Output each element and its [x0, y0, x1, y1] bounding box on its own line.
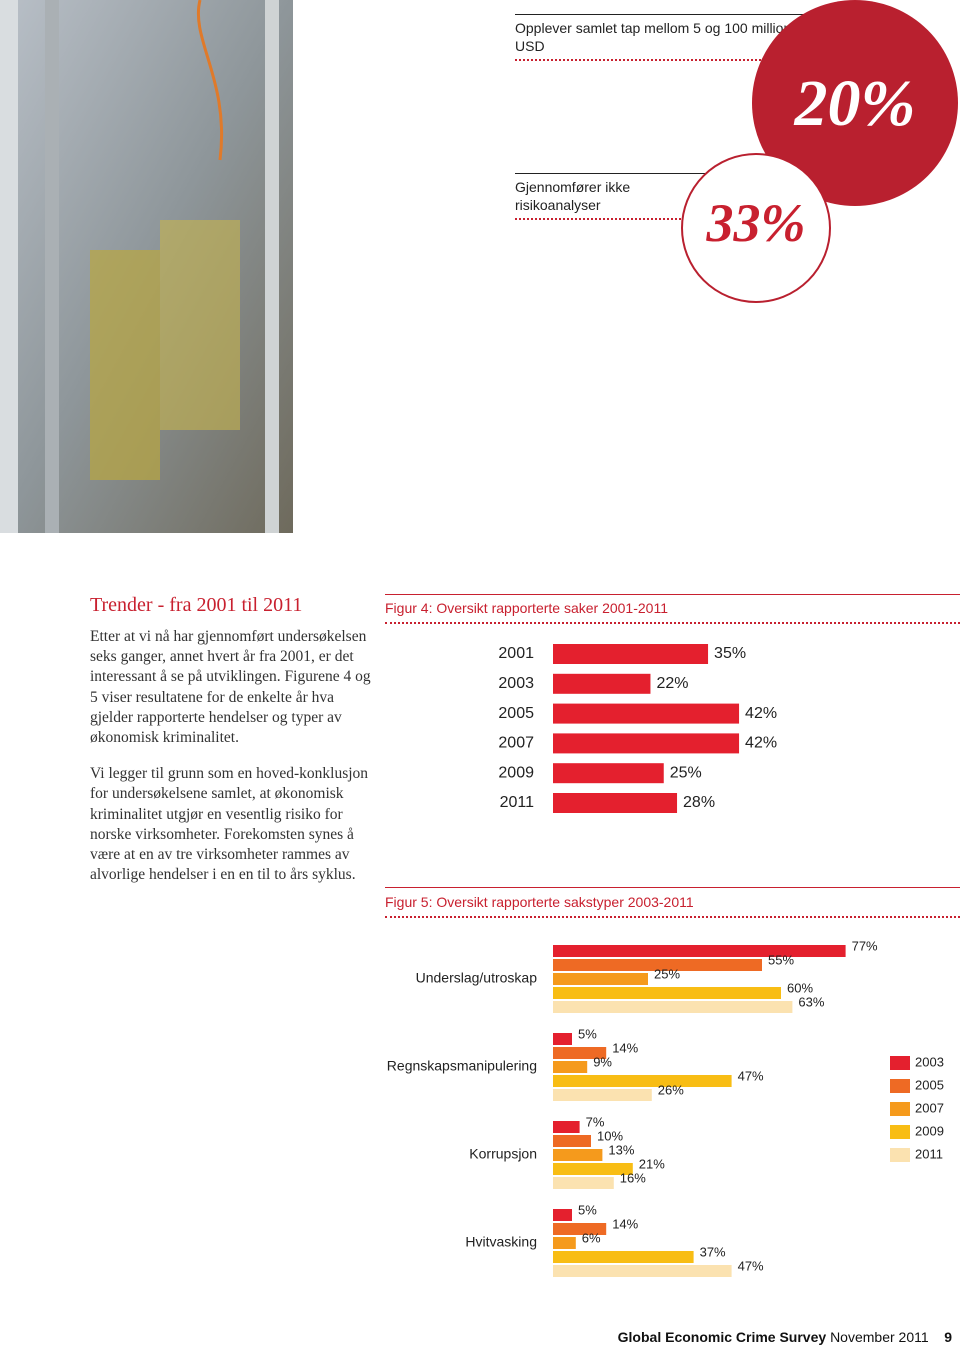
category-label: 2001	[498, 645, 534, 662]
callout-label: Opplever samlet tap mellom 5 og 100 mill…	[515, 14, 805, 61]
bar	[553, 1209, 572, 1221]
bar	[553, 703, 740, 724]
legend-swatch	[890, 1079, 910, 1093]
value-label: 5%	[578, 1026, 597, 1041]
value-label: 37%	[700, 1244, 726, 1259]
legend-swatch	[890, 1125, 910, 1139]
value-label: 21%	[639, 1156, 665, 1171]
category-label: Regnskapsmanipulering	[387, 1058, 537, 1074]
bar	[553, 1177, 614, 1189]
value-label: 5%	[578, 1202, 597, 1217]
bar	[553, 644, 709, 664]
photo	[0, 0, 293, 533]
category-label: 2007	[498, 735, 534, 752]
value-label: 25%	[654, 966, 680, 981]
bar	[553, 763, 664, 784]
category-label: Hvitvasking	[465, 1234, 537, 1250]
bar	[553, 1075, 732, 1087]
bar	[553, 1237, 576, 1249]
bar	[553, 1033, 572, 1045]
legend-swatch	[890, 1148, 910, 1162]
page-number: 9	[944, 1329, 952, 1345]
footer: Global Economic Crime Survey November 20…	[618, 1329, 952, 1345]
value-label: 13%	[608, 1142, 634, 1157]
chart: Underslag/utroskap 77% 55% 25% 60%63% Regnska…	[387, 938, 944, 1277]
bar	[553, 1061, 588, 1073]
bar	[553, 987, 781, 999]
bar	[553, 1265, 732, 1277]
bar	[553, 1251, 694, 1263]
legend-label: 2011	[915, 1146, 943, 1161]
value-label: 6%	[582, 1230, 601, 1245]
value-label: 22%	[656, 675, 688, 692]
value-label: 26%	[658, 1082, 684, 1097]
bar	[553, 793, 678, 813]
value-label: 47%	[738, 1068, 764, 1083]
chart: 2001 35% 2003 22% 2005 42% 2007 42% 2009 25% 2011 2…	[498, 644, 777, 813]
legend-label: 2003	[915, 1054, 944, 1069]
callout-circle	[681, 153, 831, 303]
legend-label: 2005	[915, 1077, 944, 1092]
value-label: 77%	[852, 938, 878, 953]
value-label: 14%	[612, 1216, 638, 1231]
bar	[553, 673, 651, 694]
value-label: 42%	[745, 705, 777, 722]
value-label: 14%	[612, 1040, 638, 1055]
value-label: 28%	[683, 794, 715, 811]
legend-label: 2009	[915, 1123, 944, 1138]
value-label: 47%	[738, 1258, 764, 1273]
legend-label: 2007	[915, 1100, 944, 1115]
section-body: Etter at vi nå har gjennomført undersøke…	[90, 627, 380, 901]
category-label: Korrupsjon	[469, 1146, 537, 1162]
value-label: 42%	[745, 735, 777, 752]
bar	[553, 1149, 603, 1161]
category-label: 2005	[498, 705, 534, 722]
bar	[553, 1223, 607, 1235]
bar	[553, 733, 740, 754]
value-label: 35%	[714, 645, 746, 662]
value-label: 60%	[787, 980, 813, 995]
bar	[553, 1163, 633, 1175]
figure-rule	[385, 887, 960, 888]
bar	[553, 1121, 580, 1133]
legend-swatch	[890, 1056, 910, 1070]
section-title: Trender - fra 2001 til 2011	[90, 594, 303, 616]
bar	[553, 959, 762, 971]
value-label: 63%	[798, 994, 824, 1009]
paragraph: Etter at vi nå har gjennomført undersøke…	[90, 628, 371, 747]
bar	[553, 1089, 652, 1101]
value-label: 55%	[768, 952, 794, 967]
bar	[553, 1001, 793, 1013]
callout-value: 33%	[706, 193, 806, 253]
callout-value: 20%	[794, 67, 916, 140]
legend-swatch	[890, 1102, 910, 1116]
value-label: 9%	[593, 1054, 612, 1069]
figure-rule	[385, 594, 960, 595]
figure-title: Figur 4: Oversikt rapporterte saker 2001…	[385, 600, 960, 624]
paragraph: Vi legger til grunn som en hoved-konklus…	[90, 765, 369, 884]
value-label: 10%	[597, 1128, 623, 1143]
figure-title: Figur 5: Oversikt rapporterte sakstyper …	[385, 894, 960, 918]
category-label: 2003	[498, 675, 534, 692]
bar	[553, 945, 846, 957]
category-label: 2011	[500, 794, 535, 811]
value-label: 25%	[670, 764, 702, 781]
category-label: 2009	[498, 764, 534, 781]
footer-publication: Global Economic Crime Survey	[617, 1329, 827, 1345]
value-label: 7%	[586, 1114, 605, 1129]
bar	[553, 1135, 591, 1147]
footer-date: November 2011	[830, 1329, 929, 1345]
bar	[553, 1047, 607, 1059]
callout-label: Gjennomfører ikke risikoanalyser	[515, 173, 705, 220]
value-label: 16%	[620, 1170, 646, 1185]
category-label: Underslag/utroskap	[416, 970, 538, 986]
bar	[553, 973, 648, 985]
